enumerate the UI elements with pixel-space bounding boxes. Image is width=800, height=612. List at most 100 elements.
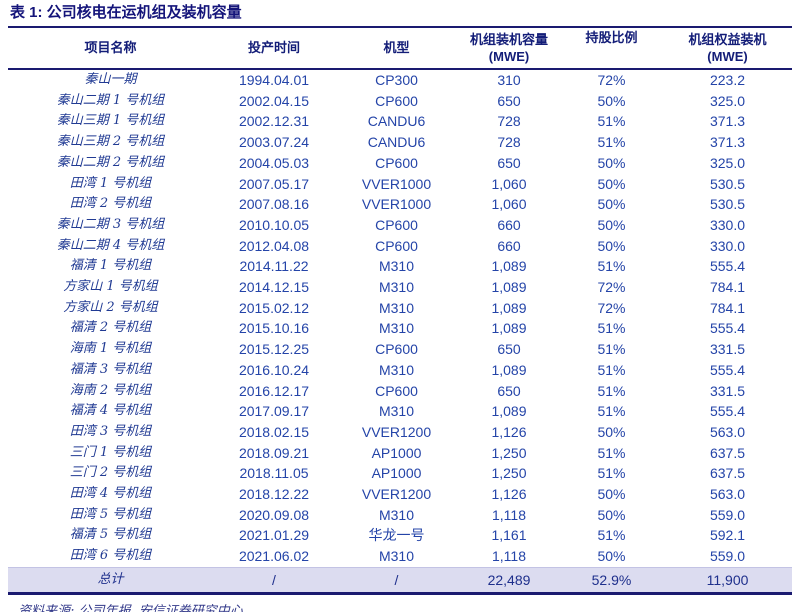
table-cell: 72% — [597, 299, 626, 316]
table-cell: CANDU6 — [367, 134, 426, 151]
table-row: 方家山 2 号机组 2015.02.12 M310 1,089 72% 784.1 — [8, 298, 792, 319]
table-row: 秦山三期 2 号机组 2003.07.24 CANDU6 728 51% 371.3 — [8, 132, 792, 153]
table-cell: 福清 3 号机组 — [69, 361, 152, 377]
table-cell: 1,250 — [491, 465, 527, 482]
table-cell: 2010.10.05 — [238, 216, 310, 233]
table-cell: M310 — [378, 320, 415, 337]
table-cell: 51% — [597, 341, 626, 358]
nuclear-units-table: 项目名称 投产时间 机型 机组装机容量 (MWE) 持股比例 机组权益装机 (M — [8, 28, 792, 595]
table-cell: 331.5 — [709, 382, 746, 399]
total-date-placeholder: / — [213, 566, 335, 595]
table-cell: 72% — [597, 279, 626, 296]
table-cell: 福清 2 号机组 — [69, 320, 152, 336]
table-row: 福清 3 号机组 2016.10.24 M310 1,089 51% 555.4 — [8, 360, 792, 381]
table-cell: 2021.06.02 — [238, 548, 310, 565]
table-cell: 2016.10.24 — [238, 361, 310, 378]
table-cell: M310 — [378, 258, 415, 275]
table-title: 表 1: 公司核电在运机组及装机容量 — [8, 2, 792, 28]
table-row: 田湾 2 号机组 2007.08.16 VVER1000 1,060 50% 530.5 — [8, 194, 792, 215]
table-cell: 田湾 1 号机组 — [69, 175, 152, 191]
table-cell: 1,126 — [491, 423, 527, 440]
table-row: 方家山 1 号机组 2014.12.15 M310 1,089 72% 784.1 — [8, 277, 792, 298]
table-cell: 51% — [597, 465, 626, 482]
table-cell: 2015.12.25 — [238, 341, 310, 358]
table-cell: CP300 — [375, 72, 418, 88]
table-cell: 1,118 — [492, 506, 526, 523]
table-cell: 51% — [597, 134, 626, 151]
table-cell: 2015.02.12 — [238, 299, 310, 316]
table-cell: 1,118 — [492, 548, 526, 565]
table-cell: 51% — [597, 527, 626, 544]
table-cell: 555.4 — [709, 258, 746, 275]
table-cell: 650 — [497, 341, 521, 358]
table-cell: 50% — [597, 216, 626, 233]
data-source-note: 资料来源: 公司年报, 安信证券研究中心 — [18, 603, 243, 612]
total-row: 总计 / / 22,489 52.9% 11,900 — [8, 566, 792, 595]
table-cell: 2021.01.29 — [238, 527, 310, 544]
table-cell: 325.0 — [709, 92, 746, 109]
table-cell: 2014.11.22 — [239, 258, 309, 275]
table-cell: 563.0 — [709, 423, 746, 440]
table-cell: 秦山二期 4 号机组 — [56, 237, 165, 253]
table-cell: 784.1 — [709, 299, 746, 316]
col-header-installed-capacity: 机组装机容量 (MWE) — [458, 28, 560, 70]
table-cell: 方家山 1 号机组 — [63, 279, 158, 295]
table-cell: 330.0 — [709, 216, 746, 233]
table-cell: 555.4 — [709, 361, 746, 378]
table-cell: 728 — [497, 113, 521, 130]
table-cell: 2014.12.15 — [238, 279, 310, 296]
table-cell: 310 — [497, 72, 521, 88]
table-cell: 325.0 — [709, 154, 746, 171]
table-cell: 331.5 — [709, 341, 746, 358]
col-header-label: 项目名称 — [84, 40, 137, 56]
table-cell: AP1000 — [371, 444, 422, 461]
table-cell: 海南 1 号机组 — [69, 341, 152, 357]
table-cell: 51% — [597, 444, 626, 461]
table-row: 田湾 1 号机组 2007.05.17 VVER1000 1,060 50% 530.5 — [8, 174, 792, 195]
table-cell: CP600 — [375, 154, 418, 171]
table-row: 田湾 5 号机组 2020.09.08 M310 1,118 50% 559.0 — [8, 505, 792, 526]
col-header-equity-capacity: 机组权益装机 (MWE) — [663, 28, 792, 70]
table-cell: M310 — [378, 506, 415, 523]
table-cell: 1,060 — [491, 175, 527, 192]
col-header-label: 机组权益装机 — [688, 32, 767, 48]
total-label: 总计 — [8, 566, 213, 595]
total-equity-capacity: 11,900 — [663, 566, 792, 595]
col-header-reactor-model: 机型 — [335, 28, 458, 70]
table-cell: 51% — [597, 403, 626, 420]
table-cell: 秦山二期 3 号机组 — [56, 216, 165, 232]
table-cell: 华龙一号 — [368, 527, 425, 544]
table-cell: 50% — [597, 486, 626, 503]
table-cell: 2018.09.21 — [238, 444, 310, 461]
table-cell: 51% — [597, 113, 626, 130]
table-cell: 2007.08.16 — [238, 196, 310, 213]
table-cell: 福清 5 号机组 — [69, 527, 152, 543]
table-row: 秦山一期 1994.04.01 CP300 310 72% 223.2 — [8, 69, 792, 91]
table-cell: 555.4 — [709, 320, 746, 337]
table-cell: 田湾 6 号机组 — [69, 548, 152, 564]
table-cell: 田湾 5 号机组 — [69, 506, 152, 522]
table-cell: 田湾 2 号机组 — [69, 196, 152, 212]
table-cell: 50% — [597, 175, 626, 192]
table-cell: 660 — [497, 216, 521, 233]
table-cell: 650 — [497, 382, 521, 399]
table-row: 福清 5 号机组 2021.01.29 华龙一号 1,161 51% 592.1 — [8, 525, 792, 546]
table-row: 秦山二期 1 号机组 2002.04.15 CP600 650 50% 325.0 — [8, 91, 792, 112]
table-cell: 650 — [497, 92, 521, 109]
table-cell: 555.4 — [709, 403, 746, 420]
table-cell: 50% — [597, 92, 626, 109]
table-cell: 371.3 — [709, 113, 746, 130]
table-cell: VVER1000 — [361, 196, 432, 213]
table-cell: M310 — [378, 548, 415, 565]
table-cell: 1,161 — [491, 527, 527, 544]
table-row: 海南 2 号机组 2016.12.17 CP600 650 51% 331.5 — [8, 381, 792, 402]
table-cell: 50% — [597, 237, 626, 254]
col-header-label: 持股比例 — [585, 31, 638, 46]
table-cell: 530.5 — [709, 175, 746, 192]
table-cell: 2016.12.17 — [238, 382, 310, 399]
table-cell: CP600 — [375, 92, 418, 109]
table-cell: 2018.12.22 — [238, 486, 310, 503]
table-cell: CP600 — [375, 216, 418, 233]
col-header-label: 机型 — [383, 40, 410, 56]
